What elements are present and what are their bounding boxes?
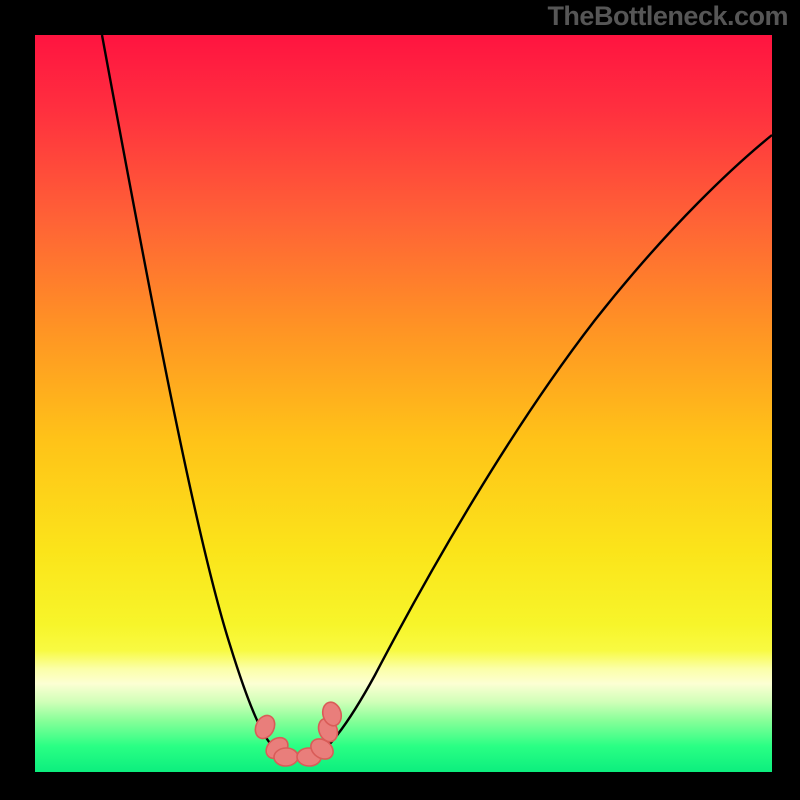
curve-marker — [274, 748, 299, 767]
frame-border — [0, 772, 800, 800]
frame-border — [772, 0, 800, 800]
frame-border — [0, 0, 35, 800]
watermark-text: TheBottleneck.com — [547, 1, 788, 32]
bottleneck-chart — [0, 0, 800, 800]
gradient-background — [35, 35, 772, 772]
